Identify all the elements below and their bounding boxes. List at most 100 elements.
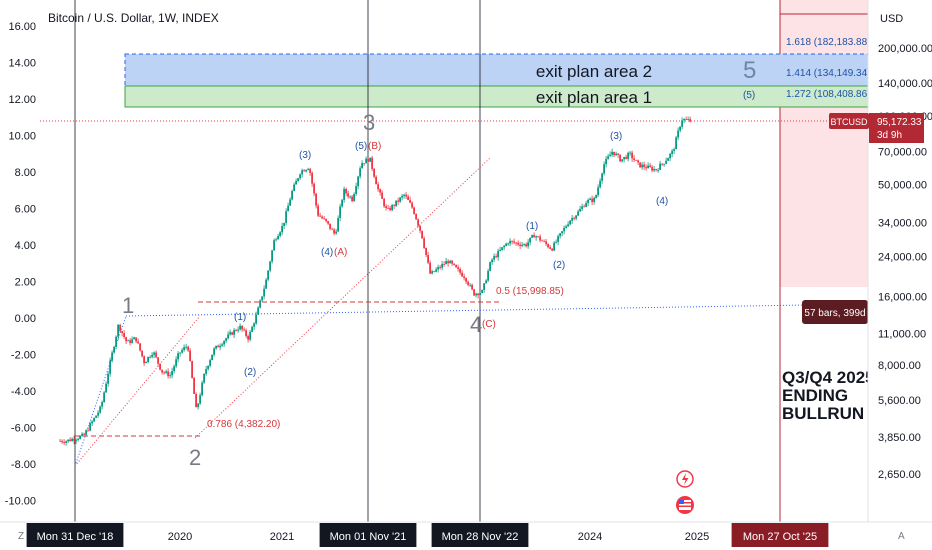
right-axis-tick: 5,600.00 bbox=[878, 395, 921, 407]
candle-body bbox=[555, 241, 557, 243]
candle-body bbox=[537, 236, 539, 238]
candle-body bbox=[167, 371, 169, 377]
bars-info-text: 57 bars, 399d bbox=[804, 308, 865, 319]
right-axis-tick: 70,000.00 bbox=[878, 146, 927, 158]
candle-body bbox=[185, 346, 187, 348]
candle-body bbox=[389, 208, 391, 211]
minor-5-first: (5) bbox=[355, 141, 367, 152]
left-axis-tick: 2.00 bbox=[15, 277, 36, 289]
candle-body bbox=[107, 373, 109, 384]
candle-body bbox=[649, 165, 651, 167]
auto-scale-button[interactable]: A bbox=[898, 531, 905, 542]
candle-body bbox=[647, 165, 649, 169]
annotation-line-2: ENDING bbox=[782, 386, 848, 405]
candle-body bbox=[505, 243, 507, 246]
candle-body bbox=[575, 215, 577, 219]
candle-body bbox=[401, 195, 403, 198]
annotation-line-1: Q3/Q4 2025 bbox=[782, 368, 875, 387]
candle-body bbox=[343, 188, 345, 200]
candle-body bbox=[277, 235, 279, 240]
zoom-corner-left[interactable]: Z bbox=[18, 531, 24, 542]
candle-body bbox=[143, 356, 145, 364]
candle-body bbox=[449, 260, 451, 264]
candle-body bbox=[165, 371, 167, 373]
candle-body bbox=[641, 164, 643, 168]
left-axis: 16.00 14.00 12.00 10.00 8.00 6.00 4.00 2.00 0.00… bbox=[5, 21, 36, 508]
candle-body bbox=[383, 198, 385, 207]
candle-body bbox=[617, 153, 619, 155]
left-axis-tick: -10.00 bbox=[5, 496, 36, 508]
candle-body bbox=[295, 180, 297, 185]
candle-body bbox=[85, 430, 87, 435]
fib-label-1272: 1.272 (108,408.86) bbox=[786, 89, 871, 100]
candle-body bbox=[329, 223, 331, 229]
trendline-0-1-red bbox=[74, 315, 201, 467]
candle-body bbox=[417, 219, 419, 226]
candle-body bbox=[315, 193, 317, 206]
x-tick-label: Mon 31 Dec '18 bbox=[37, 531, 114, 543]
right-axis-tick: 2,650.00 bbox=[878, 469, 921, 481]
candle-body bbox=[155, 352, 157, 358]
candle-body bbox=[301, 170, 303, 175]
candle-body bbox=[81, 433, 83, 436]
candle-body bbox=[285, 211, 287, 223]
candle-body bbox=[215, 345, 217, 349]
candle-body bbox=[439, 267, 441, 268]
fib-label-1414: 1.414 (134,149.34) bbox=[786, 68, 871, 79]
candle-body bbox=[303, 170, 305, 172]
left-axis-tick: -6.00 bbox=[11, 423, 36, 435]
candle-body bbox=[601, 173, 603, 181]
candle-body bbox=[677, 130, 679, 138]
minor-2-second: (2) bbox=[553, 260, 565, 271]
candle-body bbox=[323, 218, 325, 220]
candle-body bbox=[467, 281, 469, 285]
candle-body bbox=[241, 325, 243, 330]
candle-body bbox=[169, 375, 171, 377]
candle-body bbox=[75, 439, 77, 441]
candle-body bbox=[133, 337, 135, 340]
candle-body bbox=[489, 262, 491, 271]
candle-body bbox=[127, 340, 129, 342]
candle-body bbox=[229, 332, 231, 335]
last-price-tag bbox=[869, 113, 924, 143]
candle-body bbox=[483, 283, 485, 291]
candle-body bbox=[627, 152, 629, 159]
candle-body bbox=[187, 346, 189, 351]
candle-body bbox=[219, 345, 221, 348]
candle-body bbox=[517, 242, 519, 245]
candle-body bbox=[319, 215, 321, 217]
candle-body bbox=[485, 280, 487, 284]
left-axis-tick: -4.00 bbox=[11, 386, 36, 398]
candle-body bbox=[491, 259, 493, 263]
candle-body bbox=[549, 247, 551, 249]
candle-body bbox=[189, 350, 191, 362]
candle-body bbox=[479, 293, 481, 296]
minor-1-second: (1) bbox=[526, 221, 538, 232]
last-price-value: 95,172.33 bbox=[877, 117, 922, 128]
candle-body bbox=[141, 350, 143, 357]
candle-body bbox=[523, 244, 525, 245]
candle-body bbox=[205, 369, 207, 374]
candle-body bbox=[313, 183, 315, 194]
candle-body bbox=[307, 168, 309, 170]
candle-body bbox=[111, 352, 113, 361]
left-axis-tick: -8.00 bbox=[11, 459, 36, 471]
us-flag-icon[interactable] bbox=[676, 496, 694, 514]
candle-body bbox=[563, 227, 565, 232]
candle-body bbox=[331, 228, 333, 230]
candle-body bbox=[221, 344, 223, 346]
candle-body bbox=[159, 363, 161, 370]
exit-zone-2 bbox=[124, 53, 869, 87]
candle-body bbox=[663, 163, 665, 165]
candle-body bbox=[587, 199, 589, 204]
candle-body bbox=[525, 244, 527, 247]
candle-body bbox=[667, 158, 669, 161]
minor-5-second: (5) bbox=[743, 90, 755, 101]
candle-body bbox=[545, 241, 547, 245]
candle-body bbox=[623, 156, 625, 160]
candle-body bbox=[679, 126, 681, 131]
news-flash-icon[interactable] bbox=[676, 470, 694, 488]
candle-body bbox=[529, 237, 531, 243]
wave-c-label: (C) bbox=[482, 319, 496, 330]
